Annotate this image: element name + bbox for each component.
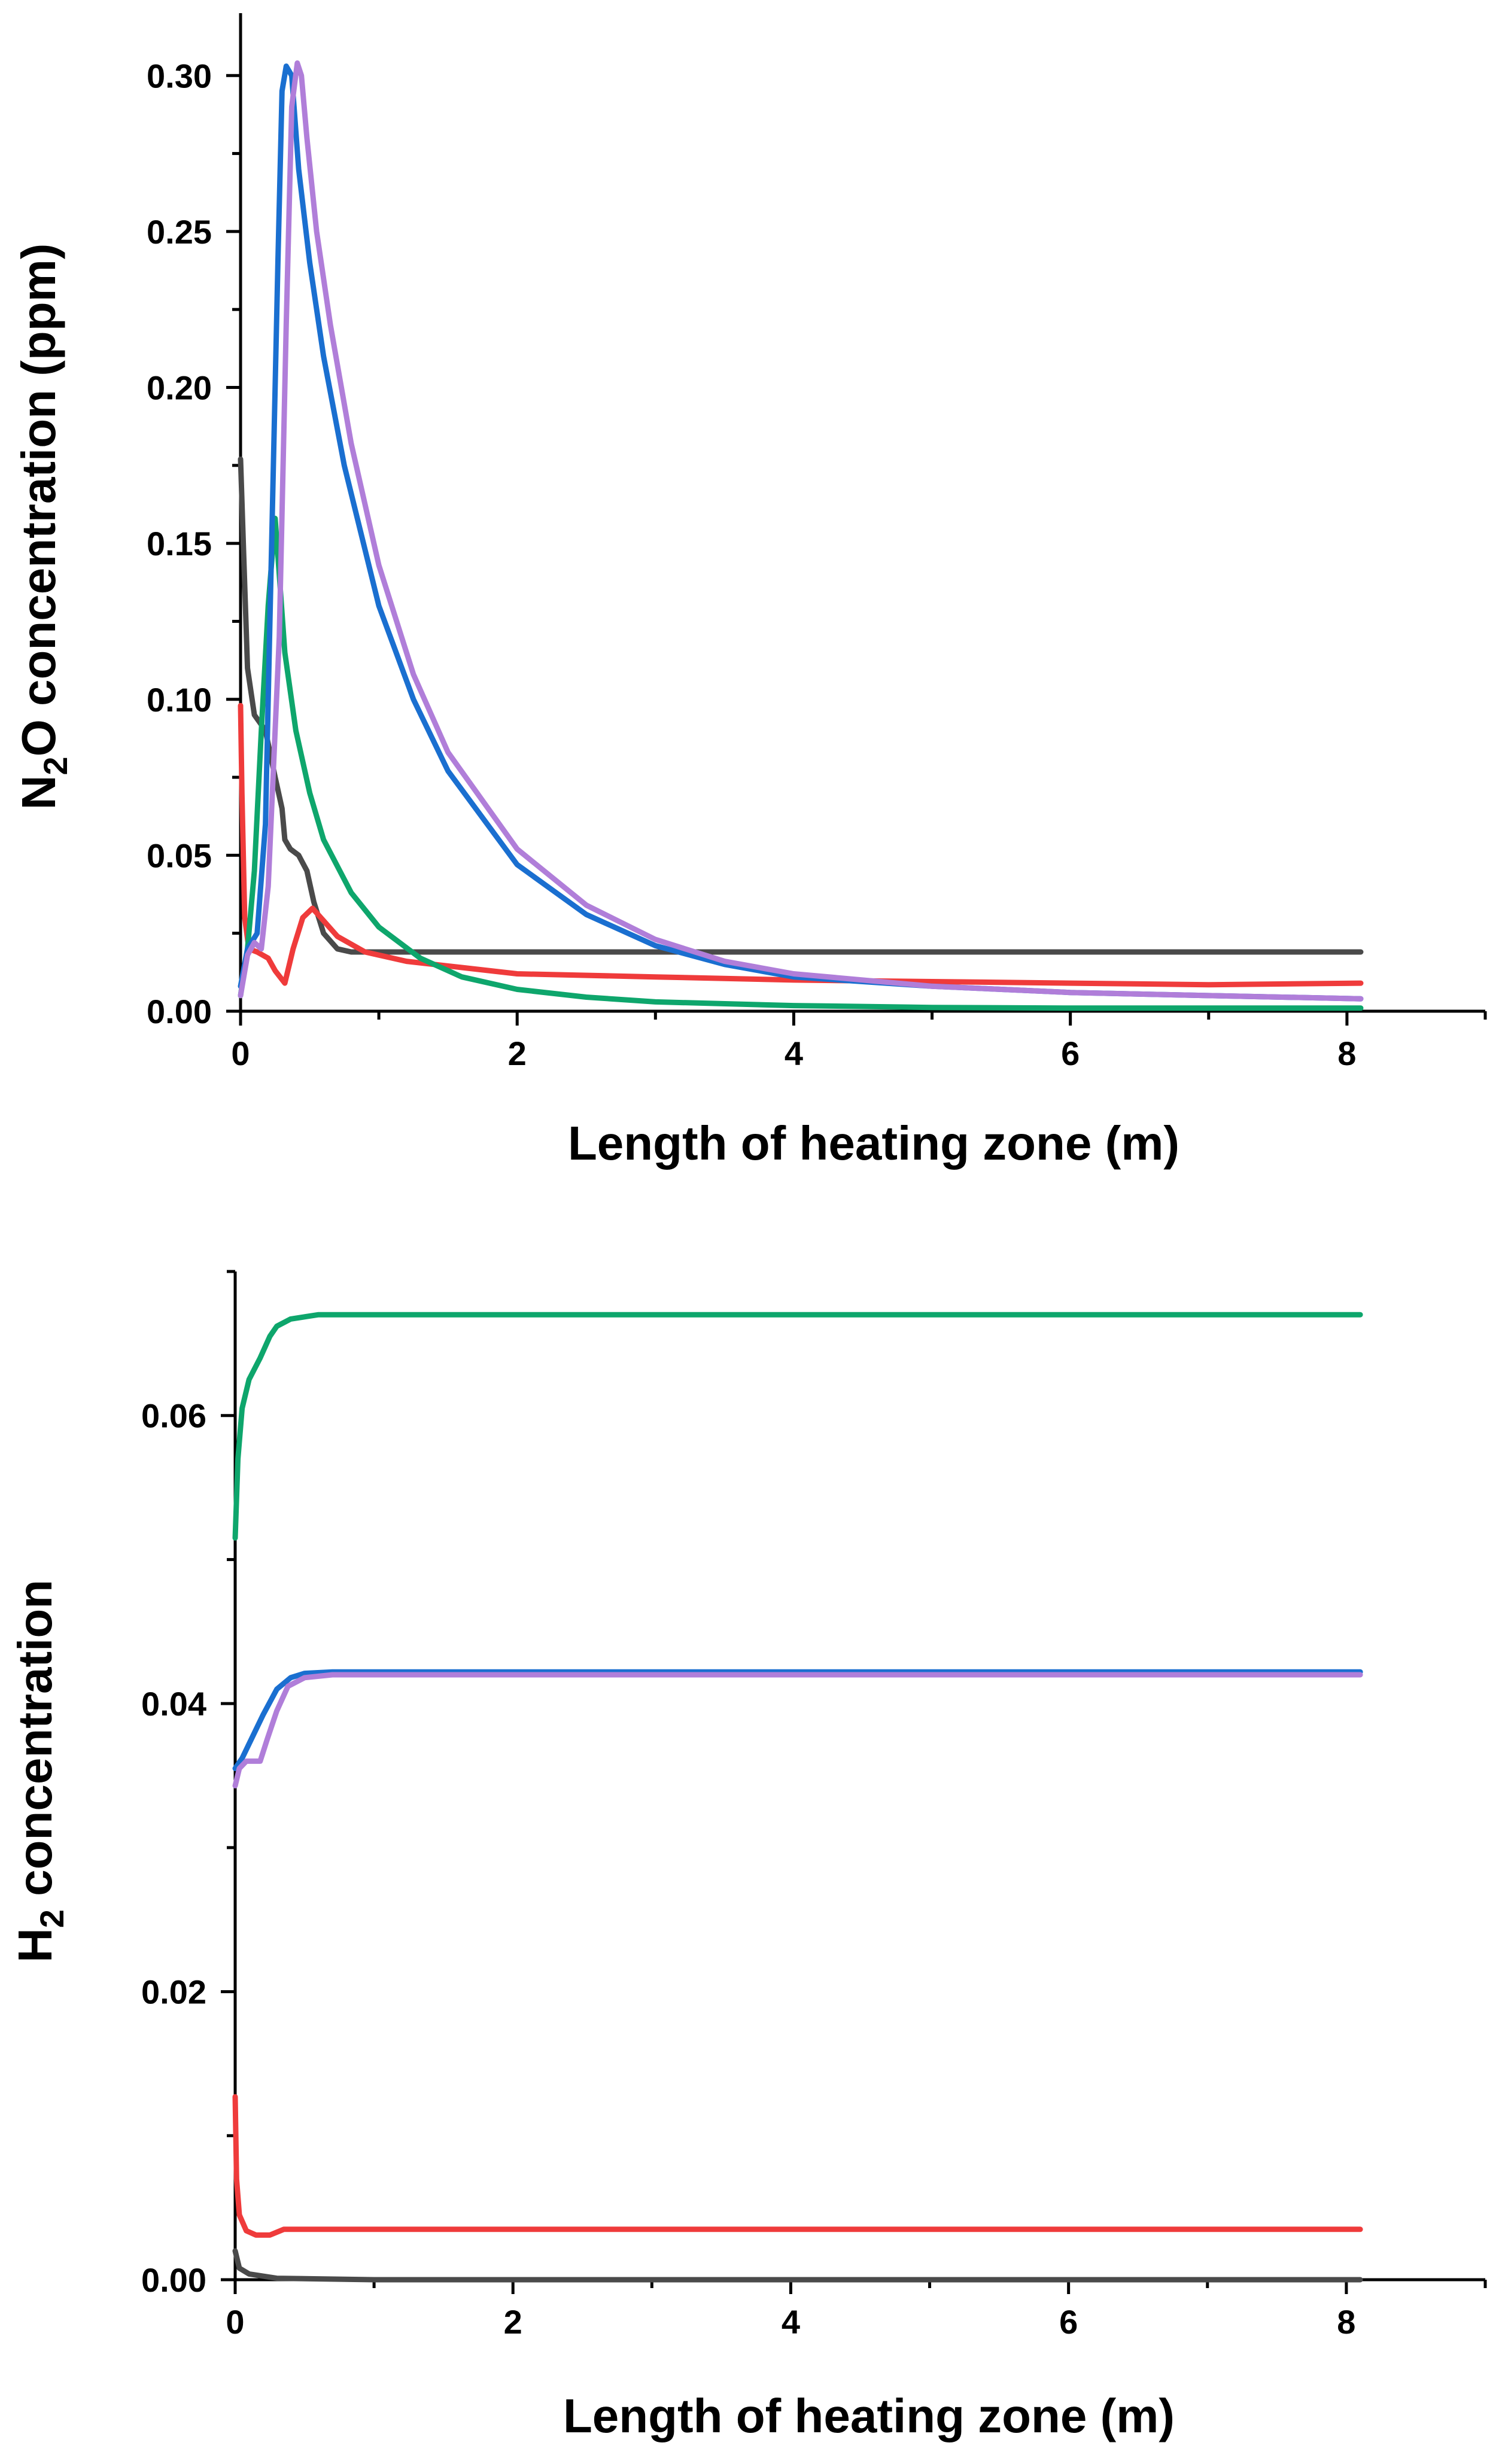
h2-series-green — [232, 1312, 1363, 1541]
h2-y-axis-title-rest: concentration — [8, 1580, 62, 1909]
n2o-series-black — [238, 456, 1364, 955]
n2o-y-axis-title-main: N — [12, 775, 65, 810]
n2o-y-tick-label: 0.05 — [147, 836, 212, 874]
n2o-y-tick-label: 0.20 — [147, 369, 212, 407]
n2o-series-green — [238, 515, 1364, 1011]
n2o-tick-labels: 0 2 4 6 8 0.00 0.05 0.10 0.15 0.20 0.25 0.30 — [147, 57, 1356, 1072]
h2-x-tick-label: 4 — [782, 2303, 800, 2341]
h2-y-tick-label: 0.00 — [141, 2261, 206, 2299]
h2-x-tick-label: 6 — [1059, 2303, 1078, 2341]
n2o-x-tick-label: 4 — [785, 1035, 803, 1072]
n2o-y-tick-label: 0.00 — [147, 993, 212, 1030]
n2o-x-tick-label: 2 — [508, 1035, 527, 1072]
n2o-x-tick-label: 8 — [1337, 1035, 1356, 1072]
n2o-y-axis-title-rest: O concentration (ppm) — [12, 244, 65, 757]
h2-y-axis-title-sub: 2 — [33, 1909, 71, 1928]
h2-series — [232, 1312, 1363, 2283]
n2o-x-tick-label: 6 — [1061, 1035, 1080, 1072]
h2-y-tick-label: 0.04 — [141, 1685, 206, 1723]
n2o-series — [238, 60, 1364, 1011]
h2-y-tick-label: 0.06 — [141, 1397, 206, 1435]
h2-y-axis-title-main: H — [8, 1928, 62, 1963]
h2-series-red — [232, 2094, 1363, 2238]
h2-x-tick-label: 8 — [1337, 2303, 1355, 2341]
n2o-y-tick-label: 0.30 — [147, 57, 212, 95]
n2o-y-tick-label: 0.10 — [147, 681, 212, 719]
n2o-ticks — [226, 74, 1487, 1026]
h2-chart: 0 2 4 6 8 0.00 0.02 0.04 0.06 Length of heating … — [8, 1270, 1487, 2442]
n2o-chart: 0 2 4 6 8 0.00 0.05 0.10 0.15 0.20 0.25 0.30 Length… — [12, 13, 1487, 1170]
n2o-series-blue — [238, 63, 1364, 1002]
h2-tick-labels: 0 2 4 6 8 0.00 0.02 0.04 0.06 — [141, 1397, 1355, 2341]
n2o-y-axis-title: N2O concentration (ppm) — [12, 244, 74, 810]
h2-x-tick-label: 2 — [504, 2303, 522, 2341]
n2o-y-axis-title-sub: 2 — [37, 756, 74, 775]
h2-y-axis-title: H2 concentration — [8, 1580, 71, 1963]
n2o-x-axis-title: Length of heating zone (m) — [568, 1117, 1179, 1170]
h2-series-purple — [232, 1672, 1363, 1788]
h2-x-axis-title: Length of heating zone (m) — [563, 2389, 1175, 2442]
n2o-series-purple — [238, 60, 1364, 1002]
n2o-y-tick-label: 0.15 — [147, 525, 212, 562]
n2o-y-tick-label: 0.25 — [147, 213, 212, 251]
h2-series-black — [232, 2248, 1363, 2283]
h2-y-tick-label: 0.02 — [141, 1973, 206, 2011]
n2o-x-tick-label: 0 — [231, 1035, 250, 1072]
h2-x-tick-label: 0 — [226, 2303, 244, 2341]
h2-series-blue — [232, 1669, 1363, 1771]
